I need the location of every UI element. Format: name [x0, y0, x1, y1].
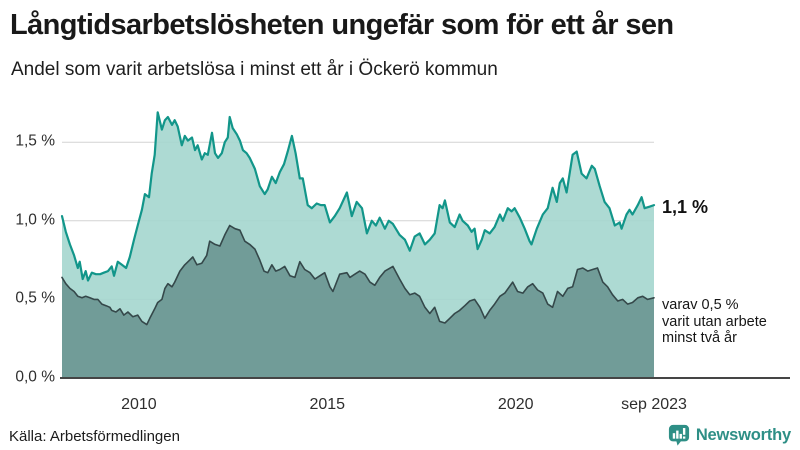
page-subtitle: Andel som varit arbetslösa i minst ett å… — [11, 59, 498, 80]
newsworthy-chart-bubble-icon — [668, 424, 689, 446]
x-axis-tick-label: 2010 — [121, 396, 157, 413]
secondary-series-note: varav 0,5 % varit utan arbete minst två … — [662, 297, 767, 346]
y-axis-tick-label: 0,5 % — [15, 290, 55, 308]
x-axis-tick-label: 2015 — [309, 396, 346, 413]
y-axis-tick-label: 0,0 % — [15, 368, 55, 386]
latest-value-label: 1,1 % — [662, 197, 709, 217]
x-axis-tick-label: sep 2023 — [621, 396, 687, 413]
y-axis-tick-label: 1,5 % — [15, 132, 55, 150]
y-axis-tick-label: 1,0 % — [15, 211, 55, 229]
x-axis-tick-label: 2020 — [497, 396, 534, 413]
newsworthy-wordmark: Newsworthy — [695, 425, 791, 444]
source-note: Källa: Arbetsförmedlingen — [9, 428, 180, 445]
page-title: Långtidsarbetslösheten ungefär som för e… — [10, 9, 674, 41]
newsworthy-logo: Newsworthy — [668, 424, 791, 446]
